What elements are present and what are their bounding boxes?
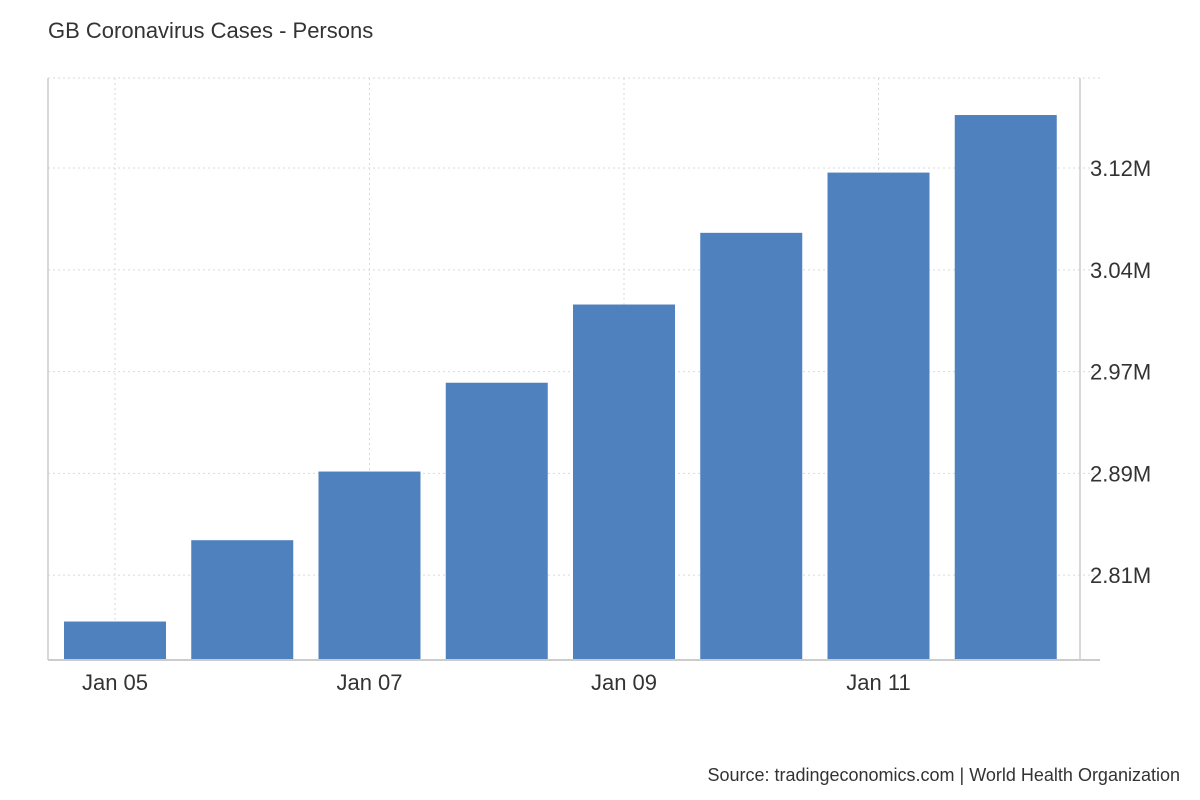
y-tick-label: 2.81M	[1090, 563, 1151, 588]
bar-jan-06	[191, 540, 294, 660]
y-tick-label: 3.04M	[1090, 258, 1151, 283]
bar-jan-05	[64, 621, 166, 660]
y-tick-label: 3.12M	[1090, 156, 1151, 181]
source-note: Source: tradingeconomics.com | World Hea…	[707, 765, 1180, 785]
bar-jan-10	[700, 232, 803, 660]
y-tick-label: 2.97M	[1090, 360, 1151, 385]
x-tick-label: Jan 11	[846, 670, 910, 695]
axes	[47, 78, 1100, 661]
bar-jan-11	[827, 172, 930, 660]
chart-title: GB Coronavirus Cases - Persons	[48, 18, 374, 43]
bar-jan-09	[573, 304, 675, 660]
bar-jan-07	[318, 471, 421, 660]
bar-jan-12	[954, 115, 1057, 660]
x-tick-label: Jan 09	[591, 670, 657, 695]
bars	[64, 115, 1057, 660]
x-tick-label: Jan 07	[336, 670, 402, 695]
tick-labels: 2.81M 2.89M 2.97M 3.04M 3.12M Jan 05 Jan 07 Jan…	[82, 156, 1151, 695]
y-tick-label: 2.89M	[1090, 461, 1151, 486]
x-tick-label: Jan 05	[82, 670, 148, 695]
bar-jan-08	[445, 382, 548, 660]
